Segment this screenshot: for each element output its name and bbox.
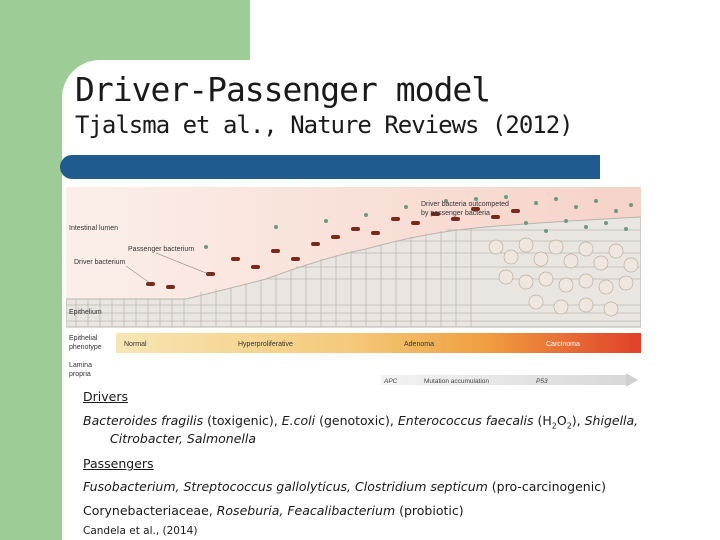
label-intestinal-lumen: Intestinal lumen [69, 225, 118, 232]
passengers-pro-carcinogenic: (pro-carcinogenic) [487, 479, 606, 494]
passengers-line-1: Fusobacterium, Streptococcus gallolyticu… [83, 479, 606, 494]
passengers-species: Fusobacterium, Streptococcus gallolyticu… [83, 479, 488, 494]
passenger-bacteria [204, 195, 633, 249]
label-epithelial-phenotype-2: phenotype [69, 344, 102, 351]
label-lamina-propria-1: Lamina [69, 362, 92, 369]
leader-line-driver [125, 265, 151, 284]
stage-hyperproliferative: Hyperproliferative [238, 341, 293, 348]
drivers-bacteroides: Bacteroides fragilis [83, 413, 204, 428]
label-driver-bacterium: Driver bacterium [74, 259, 126, 266]
citation: Candela et al., (2014) [83, 525, 198, 537]
drivers-text-6: (H [533, 413, 552, 428]
drivers-text-4: (genotoxic), [315, 413, 398, 428]
mutation-accumulation: Mutation accumulation [424, 378, 489, 385]
slide-subtitle: Tjalsma et al., Nature Reviews (2012) [75, 111, 574, 139]
mutation-arrow [381, 375, 626, 385]
stage-normal: Normal [124, 341, 147, 348]
label-lamina-propria-2: propria [69, 371, 91, 378]
drivers-sub-2: 2 [566, 421, 572, 431]
driver-passenger-figure: Intestinal lumen Passenger bacterium Dri… [66, 187, 641, 387]
title-divider-bar [60, 155, 600, 179]
label-outcompeted-1: Driver bacteria outcompeted [421, 201, 509, 208]
stage-carcinoma: Carcinoma [546, 341, 580, 348]
drivers-ecoli: E.coli [281, 413, 316, 428]
passengers-corynebacteriaceae: Corynebacteriaceae, [83, 503, 217, 518]
passengers-probiotic-species: Roseburia, Feacalibacterium [216, 503, 396, 518]
drivers-text-2: (toxigenic), [203, 413, 282, 428]
leader-line-passenger [155, 252, 212, 276]
drivers-heading: Drivers [83, 389, 128, 404]
passengers-probiotic: (probiotic) [395, 503, 464, 518]
driver-bacteria [146, 207, 520, 289]
drivers-line-1: Bacteroides fragilis (toxigenic), E.coli… [83, 413, 638, 431]
label-epithelial-phenotype-1: Epithelial [69, 335, 98, 342]
mutation-apc: APC [383, 378, 398, 385]
tumor-cells [488, 237, 639, 317]
passengers-heading: Passengers [83, 456, 154, 471]
drivers-text-8: ), [571, 413, 585, 428]
drivers-text-7: O [556, 413, 567, 428]
drivers-enterococcus: Enterococcus faecalis [397, 413, 534, 428]
drivers-sub-1: 2 [551, 421, 557, 431]
drivers-shigella: Shigella, [584, 413, 639, 428]
phenotype-bar [116, 333, 641, 353]
stage-adenoma: Adenoma [404, 341, 434, 348]
drivers-line-2: Citrobacter, Salmonella [110, 431, 256, 446]
label-epithelium: Epithelium [69, 309, 102, 316]
label-passenger-bacterium: Passenger bacterium [128, 246, 194, 253]
mutation-p53: P53 [536, 378, 548, 385]
passengers-line-2: Corynebacteriaceae, Roseburia, Feacaliba… [83, 503, 464, 518]
slide-title: Driver-Passenger model [75, 70, 491, 109]
mutation-arrow-head [626, 373, 638, 387]
label-outcompeted-2: by passenger bacteria [421, 210, 490, 217]
